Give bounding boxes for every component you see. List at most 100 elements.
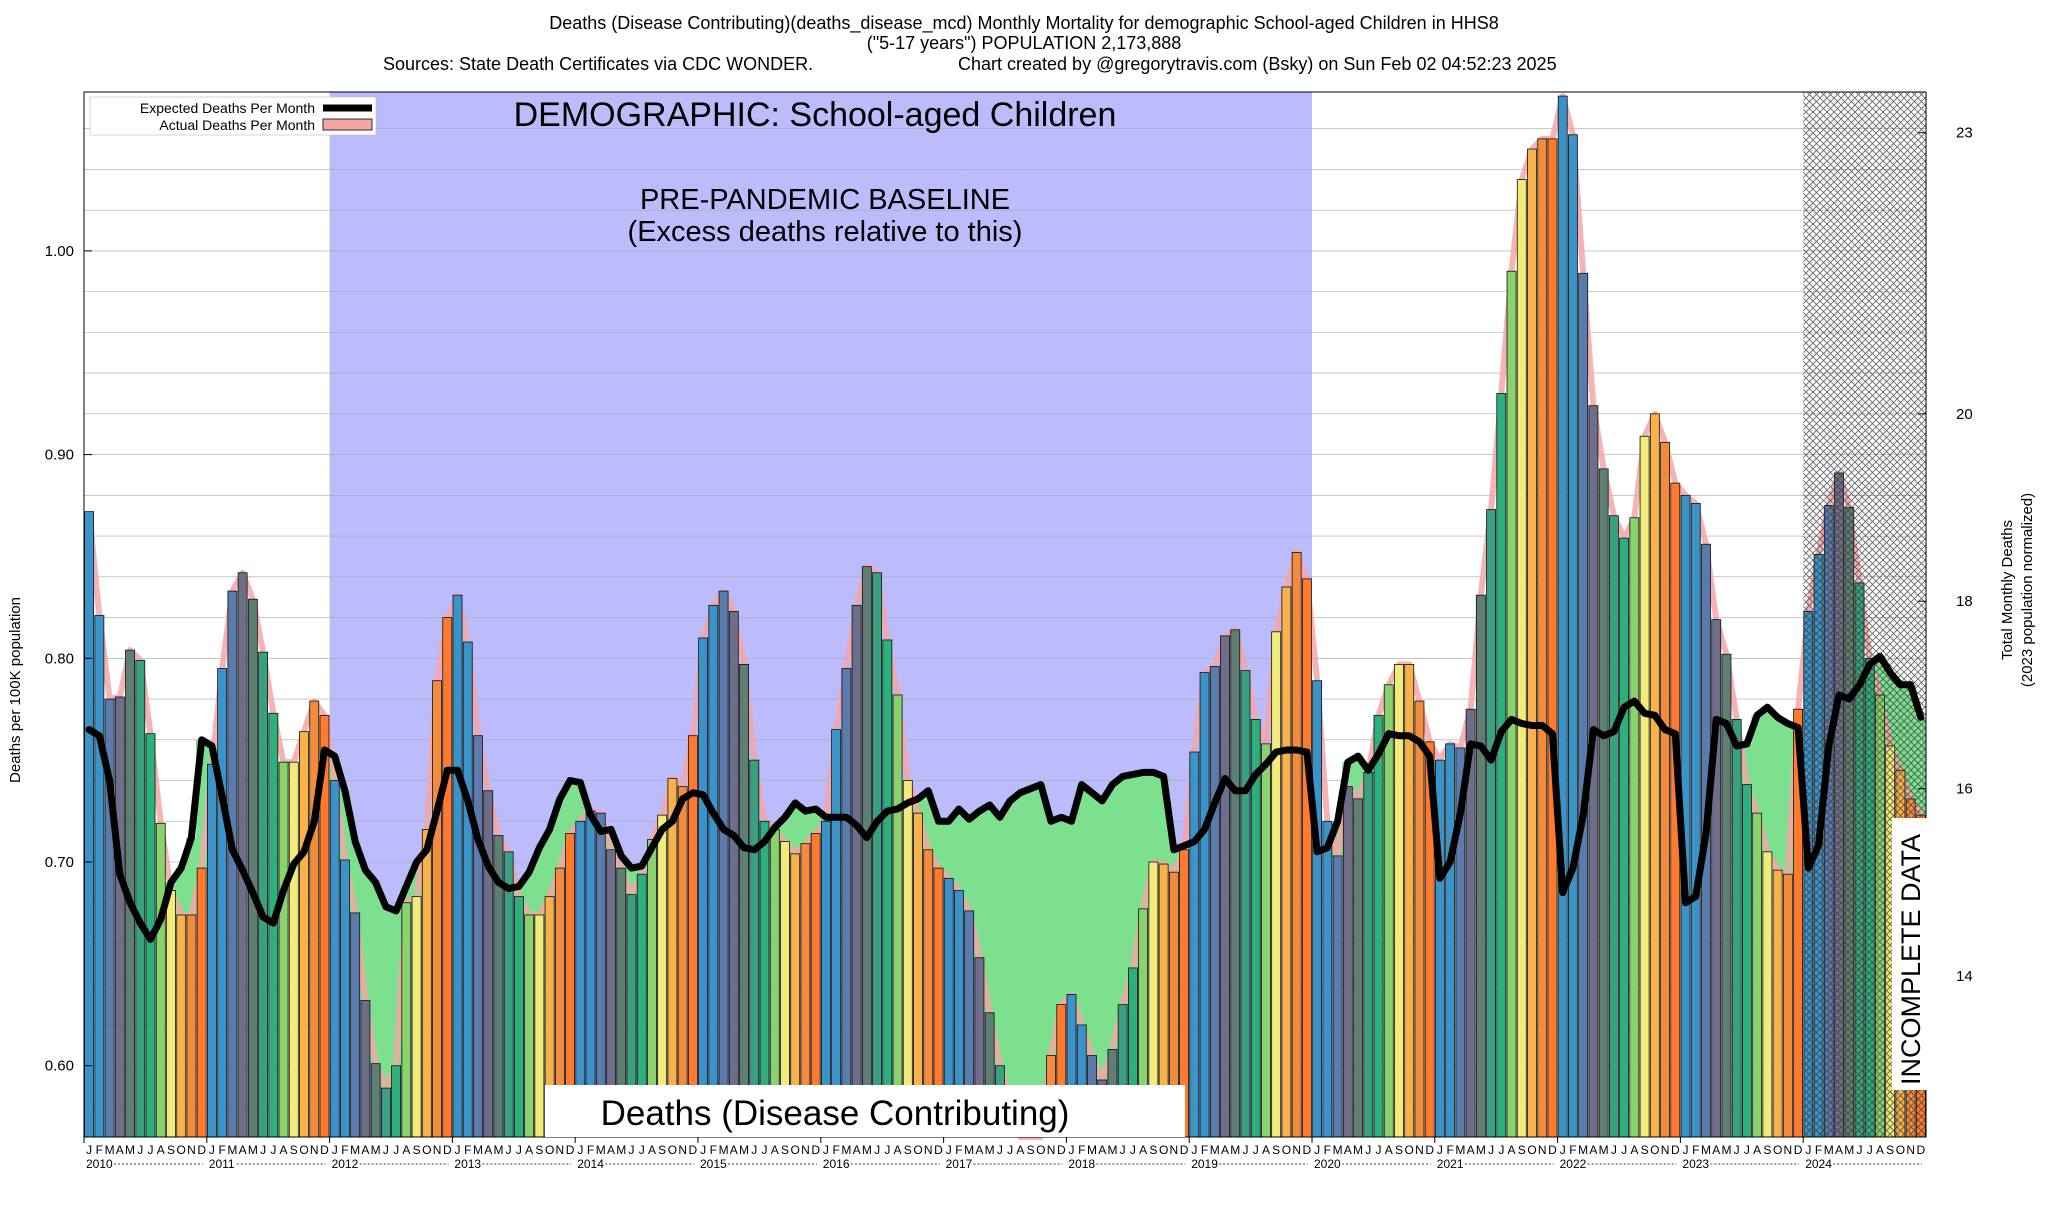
- x-month-label: M: [1599, 1143, 1609, 1157]
- bar: [1731, 719, 1742, 1138]
- x-month-label: J: [1611, 1143, 1617, 1157]
- x-month-label: J: [148, 1143, 154, 1157]
- excess-segment: [1004, 800, 1016, 1101]
- x-year-label: 2022: [1560, 1157, 1587, 1171]
- x-month-label: J: [1488, 1143, 1494, 1157]
- bar: [872, 572, 882, 1138]
- x-month-label: N: [1538, 1143, 1547, 1157]
- x-year-label: 2021: [1437, 1157, 1464, 1171]
- x-year-label: 2023: [1682, 1157, 1709, 1171]
- x-month-label: D: [1303, 1143, 1312, 1157]
- x-month-label: M: [493, 1143, 503, 1157]
- bar: [247, 598, 258, 1138]
- excess-segment: [1117, 776, 1129, 1005]
- x-month-label: M: [1353, 1143, 1363, 1157]
- x-month-label: O: [1159, 1143, 1168, 1157]
- x-month-label: A: [894, 1143, 902, 1157]
- x-month-label: A: [484, 1143, 492, 1157]
- x-month-label: D: [1794, 1143, 1803, 1157]
- bar: [1629, 517, 1640, 1138]
- x-month-label: A: [1630, 1143, 1638, 1157]
- excess-segment: [1024, 788, 1037, 1137]
- x-month-label: J: [1376, 1143, 1382, 1157]
- excess-segment: [799, 811, 812, 844]
- x-month-label: S: [658, 1143, 666, 1157]
- x-month-label: M: [964, 1143, 974, 1157]
- bar: [892, 694, 903, 1138]
- excess-segment: [625, 868, 638, 895]
- x-month-label: O: [1405, 1143, 1414, 1157]
- baseline-region: [329, 92, 1313, 1137]
- bar: [1363, 771, 1374, 1138]
- x-month-label: A: [1385, 1143, 1393, 1157]
- bar: [380, 1087, 391, 1138]
- bar: [882, 639, 893, 1138]
- excess-segment: [1352, 756, 1364, 799]
- x-month-label: S: [413, 1143, 421, 1157]
- x-month-label: S: [1027, 1143, 1035, 1157]
- bar: [728, 611, 739, 1138]
- x-month-label: J: [1683, 1143, 1689, 1157]
- bar: [462, 641, 473, 1138]
- excess-segment: [533, 847, 545, 915]
- x-month-label: A: [1344, 1143, 1352, 1157]
- x-month-label: J: [516, 1143, 522, 1157]
- bar: [350, 912, 361, 1138]
- excess-segment: [554, 798, 566, 869]
- bar: [698, 637, 709, 1138]
- x-month-label: F: [218, 1143, 225, 1157]
- x-year-label: 2014: [577, 1157, 604, 1171]
- bar: [718, 590, 729, 1138]
- x-month-label: M: [596, 1143, 606, 1157]
- x-month-label: O: [1650, 1143, 1659, 1157]
- chart-credit: Chart created by @gregorytravis.com (Bsk…: [958, 54, 1557, 74]
- x-year-label: 2018: [1068, 1157, 1095, 1171]
- x-month-label: S: [1272, 1143, 1280, 1157]
- x-month-label: A: [1589, 1143, 1597, 1157]
- legend-actual-swatch: [322, 118, 373, 131]
- y-tick-label: 1.00: [45, 243, 74, 260]
- baseline-label: PRE-PANDEMIC BASELINE: [640, 184, 1010, 216]
- excess-segment: [963, 819, 975, 911]
- excess-segment: [185, 837, 198, 915]
- bar: [667, 778, 678, 1138]
- x-month-label: O: [1527, 1143, 1536, 1157]
- x-month-label: S: [781, 1143, 789, 1157]
- x-month-label: N: [556, 1143, 565, 1157]
- x-year-label: 2017: [946, 1157, 973, 1171]
- x-month-label: A: [730, 1143, 738, 1157]
- excess-segment: [932, 821, 945, 869]
- excess-segment: [994, 817, 1006, 1066]
- bar: [1608, 515, 1619, 1138]
- bar: [237, 572, 248, 1138]
- x-month-label: A: [1139, 1143, 1147, 1157]
- x-month-label: S: [1763, 1143, 1771, 1157]
- x-month-label: N: [310, 1143, 319, 1157]
- excess-segment: [1045, 821, 1057, 1056]
- bar: [135, 659, 146, 1138]
- x-month-label: A: [239, 1143, 247, 1157]
- x-month-label: D: [1180, 1143, 1189, 1157]
- y-axis-label: Deaths per 100K population: [7, 597, 24, 783]
- x-month-label: M: [227, 1143, 237, 1157]
- excess-segment: [196, 739, 208, 869]
- x-month-label: J: [700, 1143, 706, 1157]
- excess-segment: [1127, 774, 1139, 968]
- bar: [411, 896, 422, 1138]
- bar: [166, 890, 176, 1138]
- bar: [196, 867, 207, 1138]
- x-month-label: J: [639, 1143, 645, 1157]
- x-month-label: J: [506, 1143, 512, 1157]
- x-month-label: M: [862, 1143, 872, 1157]
- bar: [217, 668, 228, 1138]
- bar: [1527, 148, 1537, 1138]
- bar: [1291, 551, 1302, 1138]
- x-month-label: A: [1467, 1143, 1475, 1157]
- excess-segment: [984, 804, 996, 1013]
- excess-segment: [953, 809, 965, 891]
- x-month-label: M: [105, 1143, 115, 1157]
- bar: [1230, 629, 1241, 1138]
- excess-segment: [1782, 723, 1794, 875]
- bar: [1373, 714, 1384, 1138]
- x-month-label: F: [341, 1143, 348, 1157]
